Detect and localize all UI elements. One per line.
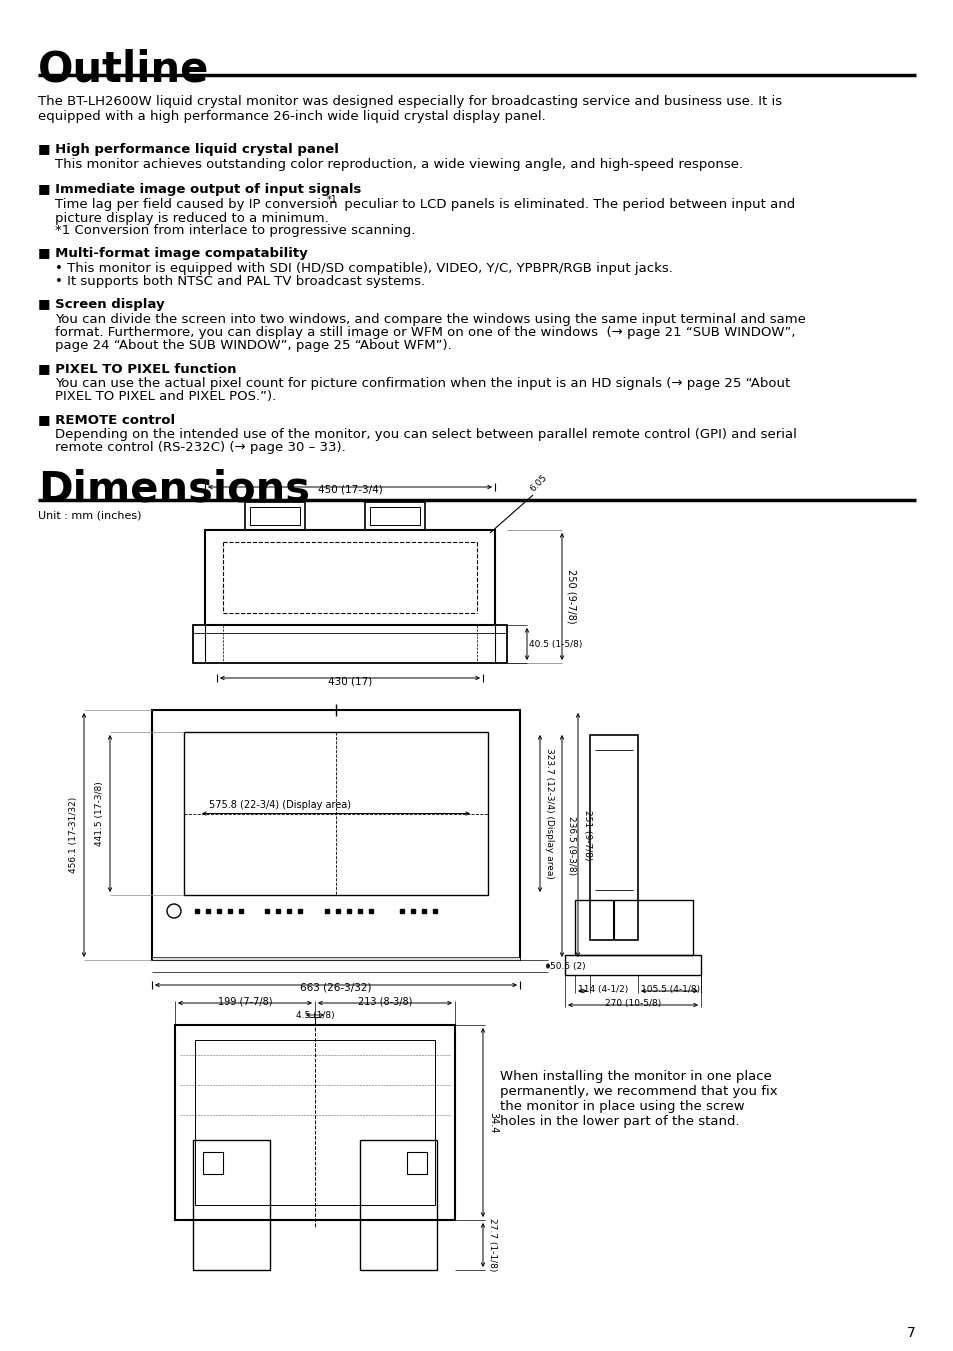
Text: ■ Screen display: ■ Screen display	[38, 299, 165, 311]
Text: 251 (9-7/8): 251 (9-7/8)	[582, 809, 592, 861]
Text: *1: *1	[327, 195, 337, 205]
Text: You can use the actual pixel count for picture confirmation when the input is an: You can use the actual pixel count for p…	[55, 377, 789, 390]
Text: 270 (10-5/8): 270 (10-5/8)	[604, 998, 660, 1008]
Text: page 24 “About the SUB WINDOW”, page 25 “About WFM”).: page 24 “About the SUB WINDOW”, page 25 …	[55, 339, 452, 353]
Bar	[193, 626, 506, 663]
Text: When installing the monitor in one place: When installing the monitor in one place	[499, 1070, 771, 1084]
Text: holes in the lower part of the stand.: holes in the lower part of the stand.	[499, 1115, 739, 1128]
Text: 34.4: 34.4	[488, 1112, 497, 1133]
Text: 323.7 (12-3/4) (Display area): 323.7 (12-3/4) (Display area)	[544, 748, 554, 880]
Text: 236.5 (9-3/8): 236.5 (9-3/8)	[566, 816, 576, 875]
Text: 114 (4-1/2): 114 (4-1/2)	[578, 985, 628, 994]
Text: 663 (26-3/32): 663 (26-3/32)	[300, 984, 372, 993]
Bar	[184, 732, 488, 894]
Text: 213 (8-3/8): 213 (8-3/8)	[357, 997, 412, 1006]
Bar	[250, 507, 299, 526]
Text: 250 (9-7/8): 250 (9-7/8)	[566, 569, 577, 624]
Text: Outline: Outline	[38, 49, 209, 91]
Text: This monitor achieves outstanding color reproduction, a wide viewing angle, and : This monitor achieves outstanding color …	[55, 158, 742, 172]
Bar	[203, 1152, 223, 1174]
Bar	[152, 711, 519, 961]
Text: 50.5 (2): 50.5 (2)	[550, 962, 585, 970]
Text: ■ Multi-format image compatability: ■ Multi-format image compatability	[38, 247, 308, 259]
Bar	[359, 1140, 436, 1270]
Bar	[174, 1025, 455, 1220]
Text: 105.5 (4-1/8): 105.5 (4-1/8)	[640, 985, 700, 994]
Text: ■ Immediate image output of input signals: ■ Immediate image output of input signal…	[38, 182, 361, 196]
Text: the monitor in place using the screw: the monitor in place using the screw	[499, 1100, 744, 1113]
Bar	[193, 1140, 270, 1270]
Text: The BT-LH2600W liquid crystal monitor was designed especially for broadcasting s: The BT-LH2600W liquid crystal monitor wa…	[38, 95, 781, 123]
Bar	[152, 957, 519, 961]
Text: Unit : mm (inches): Unit : mm (inches)	[38, 511, 141, 521]
Text: PIXEL TO PIXEL and PIXEL POS.”).: PIXEL TO PIXEL and PIXEL POS.”).	[55, 390, 276, 403]
Bar	[365, 503, 424, 530]
Text: permanently, we recommend that you fix: permanently, we recommend that you fix	[499, 1085, 777, 1098]
Bar	[575, 900, 692, 955]
Text: picture display is reduced to a minimum.: picture display is reduced to a minimum.	[55, 212, 329, 226]
Text: ■ High performance liquid crystal panel: ■ High performance liquid crystal panel	[38, 143, 338, 155]
Bar	[407, 1152, 427, 1174]
Text: peculiar to LCD panels is eliminated. The period between input and: peculiar to LCD panels is eliminated. Th…	[339, 199, 795, 211]
Text: format. Furthermore, you can display a still image or WFM on one of the windows : format. Furthermore, you can display a s…	[55, 326, 795, 339]
Text: You can divide the screen into two windows, and compare the windows using the sa: You can divide the screen into two windo…	[55, 313, 805, 326]
Text: ■ PIXEL TO PIXEL function: ■ PIXEL TO PIXEL function	[38, 362, 236, 376]
Bar	[194, 1040, 435, 1205]
Text: 7: 7	[906, 1325, 915, 1340]
Text: Depending on the intended use of the monitor, you can select between parallel re: Depending on the intended use of the mon…	[55, 428, 796, 440]
Text: • It supports both NTSC and PAL TV broadcast systems.: • It supports both NTSC and PAL TV broad…	[55, 276, 425, 288]
Text: 27.7 (1-1/8): 27.7 (1-1/8)	[488, 1219, 497, 1271]
Bar	[564, 955, 700, 975]
Text: 441.5 (17-3/8): 441.5 (17-3/8)	[95, 781, 104, 846]
Text: remote control (RS-232C) (→ page 30 – 33).: remote control (RS-232C) (→ page 30 – 33…	[55, 440, 345, 454]
Text: 6.05: 6.05	[528, 473, 549, 493]
Text: 456.1 (17-31/32): 456.1 (17-31/32)	[69, 797, 78, 873]
Text: 40.5 (1-5/8): 40.5 (1-5/8)	[529, 639, 581, 648]
Text: 575.8 (22-3/4) (Display area): 575.8 (22-3/4) (Display area)	[209, 800, 351, 809]
Text: 4.5 (1/8): 4.5 (1/8)	[295, 1011, 334, 1020]
Bar	[370, 507, 419, 526]
Text: *1 Conversion from interlace to progressive scanning.: *1 Conversion from interlace to progress…	[55, 224, 415, 236]
Bar	[245, 503, 305, 530]
Text: • This monitor is equipped with SDI (HD/SD compatible), VIDEO, Y/C, YPBPR/RGB in: • This monitor is equipped with SDI (HD/…	[55, 262, 672, 276]
Bar	[589, 735, 638, 940]
Text: 199 (7-7/8): 199 (7-7/8)	[217, 997, 272, 1006]
Text: ■ REMOTE control: ■ REMOTE control	[38, 413, 175, 426]
Bar	[205, 530, 495, 626]
Text: Time lag per field caused by IP conversion: Time lag per field caused by IP conversi…	[55, 199, 337, 211]
Text: 450 (17-3/4): 450 (17-3/4)	[317, 485, 382, 494]
Text: 430 (17): 430 (17)	[328, 676, 372, 686]
Text: Dimensions: Dimensions	[38, 469, 310, 511]
